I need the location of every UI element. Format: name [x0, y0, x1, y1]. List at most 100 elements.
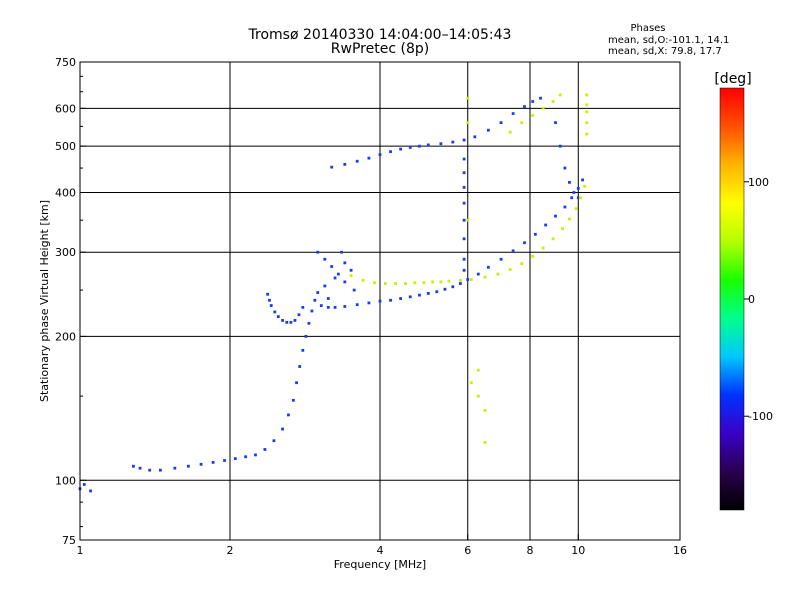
- x-mode-point: [373, 281, 376, 285]
- o-mode-point: [298, 365, 302, 368]
- o-mode-point: [544, 223, 548, 227]
- o-mode-point: [563, 205, 567, 209]
- x-mode-point: [469, 381, 473, 385]
- o-mode-point: [378, 299, 382, 303]
- x-mode-point: [447, 279, 451, 283]
- colorbar-tick-label: -100: [748, 410, 773, 423]
- x-mode-point: [585, 93, 589, 97]
- x-mode-point: [394, 282, 398, 285]
- o-mode-point: [326, 297, 330, 300]
- o-mode-point: [462, 138, 466, 142]
- o-mode-point: [576, 196, 580, 200]
- x-mode-point: [466, 121, 470, 125]
- o-mode-point: [301, 305, 305, 309]
- x-tick-label: 6: [464, 544, 471, 557]
- x-mode-point: [520, 121, 524, 125]
- o-mode-point: [301, 348, 305, 352]
- colorbar-tick-label: 100: [748, 176, 769, 189]
- o-mode-point: [443, 287, 447, 291]
- x-mode-point: [551, 100, 555, 103]
- o-mode-point: [281, 319, 284, 322]
- o-mode-point: [326, 305, 330, 309]
- o-mode-point: [389, 150, 392, 154]
- o-mode-point: [462, 218, 466, 222]
- plot-area: 1 2 4 6 8 10 16 75 100 200 300 400 500 600 750: [55, 56, 687, 557]
- o-mode-point: [355, 303, 359, 307]
- o-mode-point: [310, 309, 314, 313]
- o-mode-point: [486, 128, 490, 132]
- o-mode-point: [343, 305, 347, 308]
- o-mode-point: [340, 250, 344, 254]
- o-mode-point: [281, 427, 284, 431]
- y-tick-label: 600: [55, 102, 76, 115]
- y-tick-label: 300: [55, 246, 76, 259]
- o-mode-point: [148, 468, 152, 472]
- phase-stats-heading: Phases: [630, 23, 665, 34]
- o-mode-point: [473, 135, 477, 139]
- o-mode-point: [568, 180, 571, 184]
- o-mode-point: [439, 142, 443, 146]
- x-mode-point: [568, 217, 571, 221]
- colorbar-label: [deg]: [714, 71, 751, 87]
- o-mode-point: [539, 96, 542, 100]
- y-tick-label: 75: [62, 534, 76, 547]
- o-mode-point: [343, 280, 347, 284]
- x-mode-point: [496, 272, 500, 276]
- o-mode-point: [459, 282, 462, 285]
- o-mode-point: [263, 448, 267, 451]
- o-mode-point: [336, 272, 340, 276]
- o-mode-point: [451, 140, 455, 144]
- x-mode-point: [469, 278, 473, 281]
- o-mode-point: [349, 268, 353, 272]
- o-mode-point: [554, 121, 557, 125]
- colorbar-ticks: 100 0 -100: [744, 176, 773, 423]
- o-mode-point: [563, 166, 567, 170]
- o-mode-point: [233, 457, 237, 461]
- x-tick-label: 10: [571, 544, 585, 557]
- x-mode-point: [483, 275, 487, 279]
- x-mode-point: [520, 262, 524, 265]
- o-mode-point: [523, 105, 526, 109]
- o-mode-point: [426, 292, 430, 295]
- x-mode-point: [531, 255, 535, 258]
- phase-stats-o: mean, sd,O:-101.1, 14.1: [608, 35, 729, 46]
- o-mode-point: [511, 112, 515, 115]
- o-mode-point: [343, 162, 347, 166]
- o-mode-point: [295, 381, 298, 385]
- o-mode-point: [426, 143, 430, 147]
- o-mode-point: [408, 295, 412, 299]
- phase-stats-x: mean, sd,X: 79.8, 17.7: [608, 46, 722, 57]
- o-mode-point: [211, 460, 215, 464]
- grid-lines: [80, 62, 680, 540]
- o-mode-point: [323, 257, 327, 261]
- x-mode-point: [459, 278, 462, 282]
- o-mode-point: [462, 268, 466, 272]
- o-mode-point: [418, 144, 421, 148]
- o-mode-point: [523, 241, 526, 245]
- o-mode-point: [531, 100, 535, 103]
- o-mode-point: [186, 464, 190, 468]
- o-mode-point: [333, 305, 337, 309]
- o-mode-point: [499, 121, 503, 125]
- o-mode-point: [399, 147, 403, 151]
- o-mode-point: [511, 249, 515, 253]
- o-mode-point: [313, 298, 317, 302]
- o-mode-point: [273, 310, 277, 314]
- o-mode-point: [570, 196, 574, 200]
- o-mode-point: [451, 285, 455, 289]
- o-mode-point: [462, 157, 466, 161]
- o-mode-point: [276, 315, 280, 319]
- x-mode-point: [579, 196, 582, 200]
- y-tick-label: 100: [55, 474, 76, 487]
- x-mode-point: [483, 441, 487, 444]
- o-mode-point: [554, 214, 557, 218]
- o-mode-point: [343, 261, 347, 265]
- x-tick-label: 2: [227, 544, 234, 557]
- o-mode-point: [293, 319, 297, 322]
- x-mode-point: [508, 130, 512, 134]
- x-mode-point: [585, 121, 589, 125]
- x-mode-point: [583, 184, 587, 188]
- chart-subtitle: RwPretec (8p): [331, 41, 429, 57]
- x-mode-point: [574, 207, 578, 211]
- x-mode-point: [541, 106, 545, 110]
